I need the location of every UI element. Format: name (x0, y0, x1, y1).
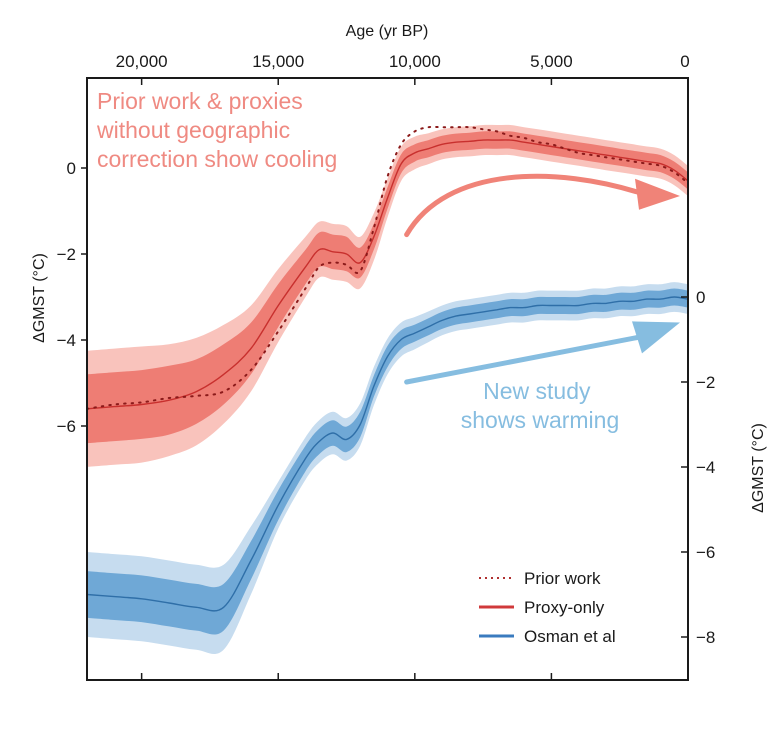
cooling-annotation-line: Prior work & proxies (97, 88, 303, 114)
legend: Prior work Proxy-only Osman et al (479, 569, 616, 646)
y-right-tick-label: −2 (696, 373, 715, 392)
y-axis-left: 0 −2 −4 −6 (57, 159, 87, 436)
y-axis-right-title: ΔGMST (°C) (750, 423, 767, 513)
cooling-arrow-head (635, 178, 680, 210)
cooling-annotation: Prior work & proxies without geographic … (96, 88, 337, 172)
x-tick-label: 15,000 (252, 52, 304, 71)
series-group (87, 124, 688, 655)
warming-annotation-line: New study (483, 378, 591, 404)
y-right-tick-label: −4 (696, 458, 715, 477)
series-layer (87, 124, 688, 655)
y-left-tick-label: 0 (67, 159, 76, 178)
y-left-tick-label: −6 (57, 417, 76, 436)
y-axis-right: 0 −2 −4 −6 −8 (681, 288, 715, 647)
legend-label-osman: Osman et al (524, 627, 616, 646)
warming-annotation-line: shows warming (461, 407, 620, 433)
y-axis-left-title: ΔGMST (°C) (31, 253, 48, 343)
y-right-tick-label: −8 (696, 628, 715, 647)
proxy-only-inner-band (87, 131, 688, 444)
legend-label-proxy-only: Proxy-only (524, 598, 605, 617)
prior-work-line (87, 125, 688, 410)
warming-arrow-head (632, 321, 680, 354)
warming-annotation: New study shows warming (461, 378, 620, 433)
proxy-only-line (87, 139, 688, 410)
warming-arrow-shaft (404, 334, 641, 385)
x-tick-label: 20,000 (116, 52, 168, 71)
cooling-arrow-shaft (404, 173, 646, 238)
cooling-annotation-line: correction show cooling (97, 146, 337, 172)
cooling-annotation-line: without geographic (96, 117, 290, 143)
osman-outer-band (87, 282, 688, 655)
y-right-tick-label: −6 (696, 543, 715, 562)
y-left-tick-label: −2 (57, 245, 76, 264)
x-axis-title: Age (yr BP) (346, 23, 429, 40)
x-tick-label: 10,000 (389, 52, 441, 71)
arrow-layer (404, 173, 680, 385)
x-tick-label: 0 (680, 52, 689, 71)
plot-frame (86, 77, 689, 681)
x-axis: 20,000 15,000 10,000 5,000 0 (116, 52, 690, 680)
y-left-tick-label: −4 (57, 331, 76, 350)
legend-label-prior-work: Prior work (524, 569, 601, 588)
x-tick-label: 5,000 (530, 52, 573, 71)
y-right-tick-label: 0 (696, 288, 705, 307)
osman-line (87, 296, 688, 612)
